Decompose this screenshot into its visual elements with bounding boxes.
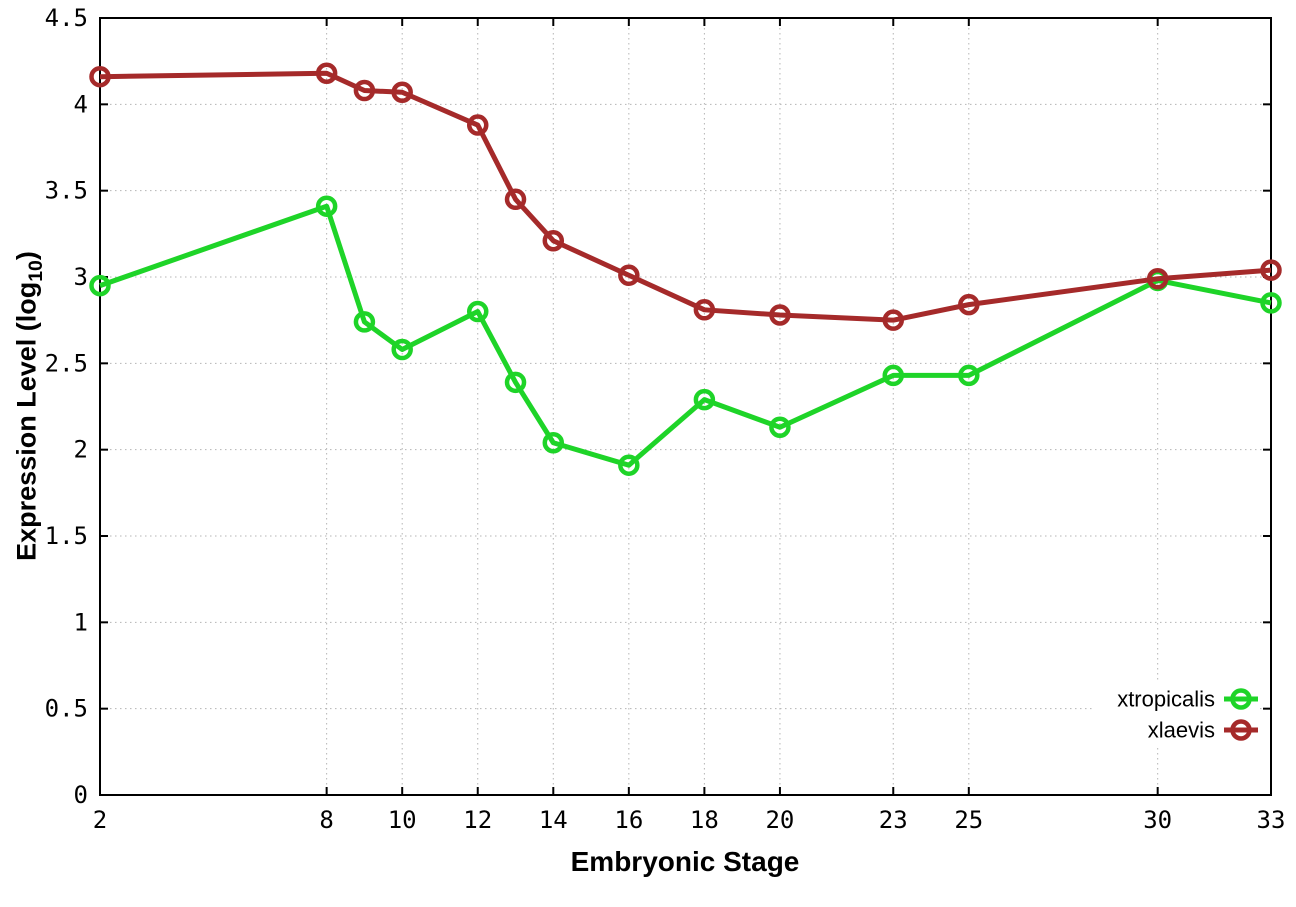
data-point-xtropicalis	[542, 432, 565, 454]
y-tick-label: 0	[74, 781, 88, 809]
data-point-xlaevis	[504, 188, 527, 211]
data-point-xlaevis	[391, 81, 413, 103]
data-point-xtropicalis	[89, 274, 111, 297]
series-line-xtropicalis	[99, 203, 1272, 468]
x-tick-label: 14	[539, 806, 568, 834]
x-tick-label: 16	[614, 806, 643, 834]
y-tick-label: 4	[74, 90, 88, 118]
data-point-xlaevis	[89, 65, 111, 88]
x-tick-label: 18	[690, 806, 719, 834]
x-tick-label: 25	[954, 806, 983, 834]
x-tick-label: 10	[388, 806, 417, 834]
legend-marker-xtropicalis	[1230, 688, 1252, 710]
x-tick-label: 23	[879, 806, 908, 834]
y-axis-title-suffix: )	[11, 251, 42, 261]
x-tick-label: 12	[463, 806, 492, 834]
data-point-xlaevis	[693, 299, 716, 321]
legend-label-xlaevis: xlaevis	[1148, 718, 1215, 743]
data-point-xlaevis	[1146, 267, 1169, 290]
x-tick-label: 20	[765, 806, 794, 834]
data-point-xtropicalis	[466, 300, 489, 323]
x-tick-label: 33	[1257, 806, 1286, 834]
data-point-xlaevis	[542, 229, 565, 252]
data-point-xtropicalis	[315, 195, 338, 217]
data-point-xtropicalis	[1260, 292, 1282, 314]
data-point-xlaevis	[769, 304, 791, 326]
y-tick-label: 4.5	[45, 4, 88, 32]
y-axis-title-subscript: 10	[24, 260, 47, 282]
x-tick-label: 8	[319, 806, 333, 834]
data-point-xtropicalis	[769, 416, 791, 438]
y-tick-label: 2.5	[45, 349, 88, 377]
x-axis-title: Embryonic Stage	[570, 846, 800, 877]
x-tick-label: 30	[1143, 806, 1172, 834]
data-point-xtropicalis	[958, 364, 980, 387]
data-point-xtropicalis	[882, 364, 905, 387]
data-point-xtropicalis	[504, 371, 527, 394]
data-point-xtropicalis	[391, 338, 413, 361]
y-tick-label: 2	[74, 436, 88, 464]
data-point-xtropicalis	[353, 311, 376, 333]
series-line-xlaevis	[99, 70, 1272, 323]
plot-border	[99, 17, 1272, 796]
x-tick-label: 2	[93, 806, 107, 834]
y-tick-label: 3.5	[45, 177, 88, 205]
data-point-xlaevis	[466, 114, 489, 136]
legend-label-xtropicalis: xtropicalis	[1117, 687, 1215, 712]
data-point-xlaevis	[1260, 259, 1282, 281]
y-axis-title-text: Expression Level (log	[11, 281, 42, 561]
data-point-xlaevis	[882, 309, 905, 331]
data-point-xlaevis	[315, 62, 338, 85]
legend-marker-xlaevis	[1230, 719, 1252, 741]
y-axis-title: Expression Level (log10)	[11, 251, 47, 561]
y-tick-label: 1	[74, 608, 88, 636]
data-point-xlaevis	[353, 79, 376, 102]
y-tick-label: 3	[74, 263, 88, 291]
y-tick-label: 0.5	[45, 695, 88, 723]
data-point-xlaevis	[958, 293, 980, 316]
y-tick-label: 1.5	[45, 522, 88, 550]
data-point-xlaevis	[618, 264, 640, 287]
data-point-xtropicalis	[618, 454, 640, 476]
data-point-xtropicalis	[693, 388, 716, 411]
